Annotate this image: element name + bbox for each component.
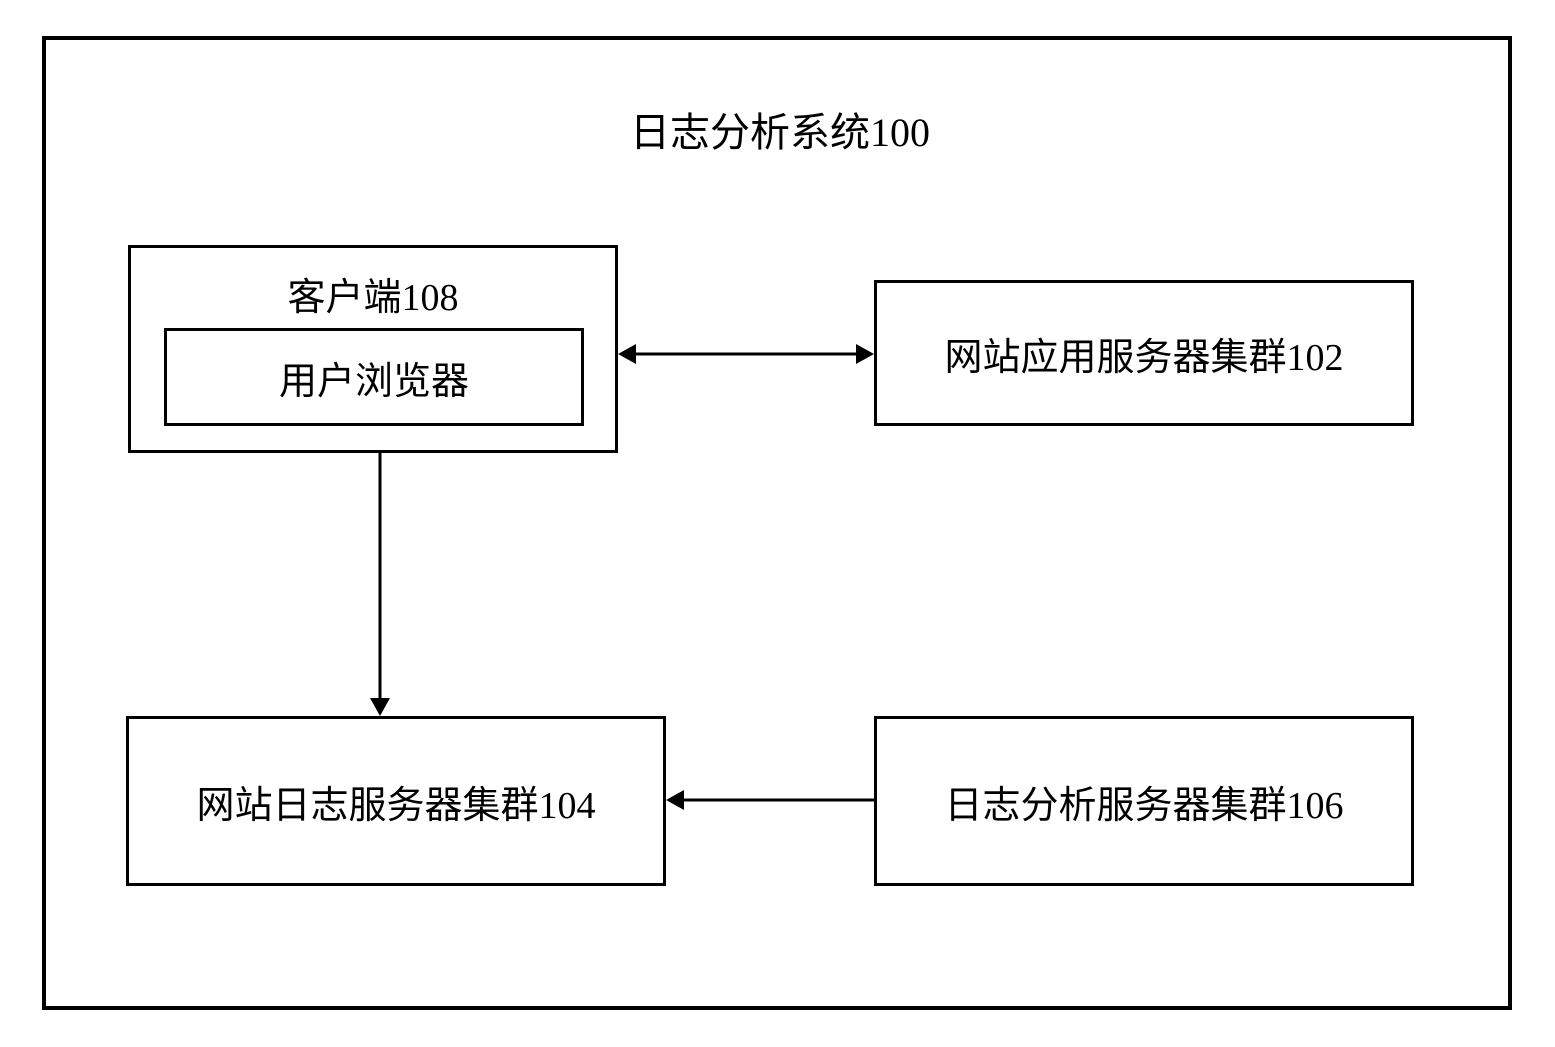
node-app-cluster: 网站应用服务器集群102 [874,280,1414,426]
system-title: 日志分析系统100 [580,100,980,158]
node-browser: 用户浏览器 [164,328,584,426]
node-analysis-cluster: 日志分析服务器集群106 [874,716,1414,886]
node-analysis-cluster-label: 日志分析服务器集群106 [944,774,1343,829]
node-browser-label: 用户浏览器 [279,350,469,405]
node-client-label: 客户端108 [131,266,615,321]
node-log-cluster-label: 网站日志服务器集群104 [196,774,595,829]
node-log-cluster: 网站日志服务器集群104 [126,716,666,886]
node-app-cluster-label: 网站应用服务器集群102 [944,326,1343,381]
